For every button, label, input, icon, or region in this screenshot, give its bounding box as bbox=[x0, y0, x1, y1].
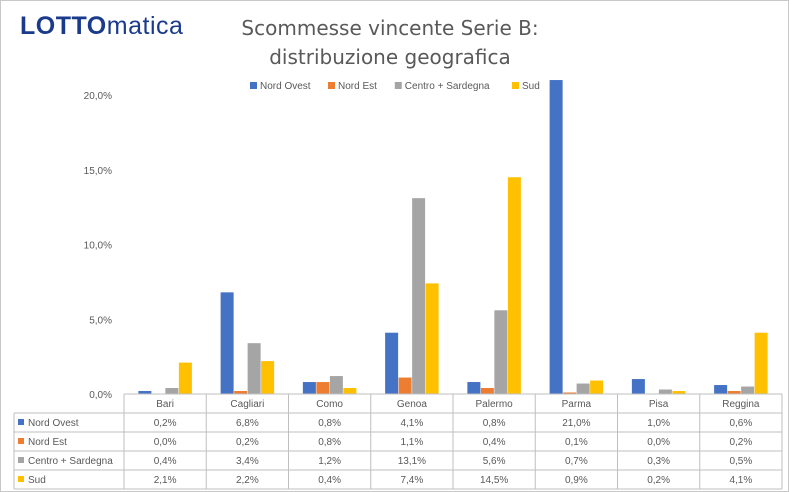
y-tick-label: 0,0% bbox=[89, 390, 112, 401]
table-series-label: Nord Ovest bbox=[28, 418, 79, 429]
data-label: 2,2% bbox=[236, 475, 259, 486]
table-series-label: Nord Est bbox=[28, 437, 67, 448]
bar-nord-ovest bbox=[549, 80, 563, 395]
bar-centro-sardegna bbox=[329, 376, 343, 394]
category-label: Genoa bbox=[397, 399, 427, 410]
data-label: 0,7% bbox=[565, 456, 588, 467]
logo-part-matica: matica bbox=[106, 12, 184, 40]
data-label: 3,4% bbox=[236, 456, 259, 467]
data-label: 4,1% bbox=[729, 475, 752, 486]
data-label: 0,8% bbox=[483, 418, 506, 429]
data-label: 0,3% bbox=[647, 456, 670, 467]
data-label: 0,4% bbox=[154, 456, 177, 467]
bar-centro-sardegna bbox=[494, 310, 508, 394]
bar-centro-sardegna bbox=[658, 389, 672, 394]
data-label: 0,5% bbox=[729, 456, 752, 467]
legend-swatch bbox=[512, 82, 519, 89]
data-label: 0,1% bbox=[565, 437, 588, 448]
table-legend-key bbox=[18, 419, 24, 425]
bar-nord-ovest bbox=[467, 382, 481, 394]
data-label: 5,6% bbox=[483, 456, 506, 467]
data-label: 0,2% bbox=[729, 437, 752, 448]
bar-nord-ovest bbox=[714, 385, 728, 394]
bar-nord-est bbox=[316, 382, 330, 394]
bar-sud bbox=[507, 177, 521, 394]
data-label: 0,2% bbox=[236, 437, 259, 448]
data-label: 0,2% bbox=[154, 418, 177, 429]
bar-sud bbox=[590, 380, 604, 394]
bar-nord-est bbox=[398, 377, 412, 394]
category-label: Palermo bbox=[476, 399, 514, 410]
legend-label: Sud bbox=[522, 81, 540, 92]
category-label: Bari bbox=[156, 399, 174, 410]
chart-title-line-2: distribuzione geografica bbox=[269, 45, 511, 69]
y-tick-label: 10,0% bbox=[84, 241, 112, 252]
bar-sud bbox=[754, 332, 768, 394]
chart-title: Scommesse vincente Serie B: distribuzion… bbox=[220, 14, 560, 72]
bar-nord-ovest bbox=[220, 292, 234, 394]
chart-title-line-1: Scommesse vincente Serie B: bbox=[241, 16, 539, 40]
bar-nord-ovest bbox=[631, 379, 645, 394]
data-label: 4,1% bbox=[400, 418, 423, 429]
bar-nord-est bbox=[563, 392, 577, 394]
data-label: 0,6% bbox=[729, 418, 752, 429]
category-label: Cagliari bbox=[230, 399, 264, 410]
legend-label: Centro + Sardegna bbox=[405, 81, 490, 92]
bar-nord-est bbox=[234, 391, 248, 394]
data-label: 14,5% bbox=[480, 475, 508, 486]
data-label: 1,1% bbox=[400, 437, 423, 448]
data-label: 0,4% bbox=[483, 437, 506, 448]
data-label: 0,9% bbox=[565, 475, 588, 486]
legend-swatch bbox=[250, 82, 257, 89]
data-label: 0,0% bbox=[154, 437, 177, 448]
data-label: 13,1% bbox=[398, 456, 426, 467]
bar-centro-sardegna bbox=[412, 198, 426, 394]
bar-nord-est bbox=[480, 388, 494, 394]
data-label: 1,0% bbox=[647, 418, 670, 429]
category-label: Parma bbox=[562, 399, 592, 410]
bar-nord-est bbox=[727, 391, 741, 394]
data-label: 0,8% bbox=[318, 437, 341, 448]
table-legend-key bbox=[18, 457, 24, 463]
data-label: 0,4% bbox=[318, 475, 341, 486]
table-series-label: Sud bbox=[28, 475, 46, 486]
data-label: 1,2% bbox=[318, 456, 341, 467]
data-label: 21,0% bbox=[562, 418, 590, 429]
y-tick-label: 20,0% bbox=[84, 91, 112, 102]
bar-nord-ovest bbox=[385, 332, 399, 394]
table-series-label: Centro + Sardegna bbox=[28, 456, 113, 467]
bar-centro-sardegna bbox=[576, 383, 590, 394]
table-legend-key bbox=[18, 438, 24, 444]
y-tick-label: 5,0% bbox=[89, 315, 112, 326]
data-label: 0,8% bbox=[318, 418, 341, 429]
legend-swatch bbox=[394, 82, 402, 89]
bar-nord-ovest bbox=[138, 391, 152, 394]
category-label: Reggina bbox=[722, 399, 760, 410]
legend-label: Nord Ovest bbox=[260, 81, 311, 92]
bar-sud bbox=[343, 388, 357, 394]
bar-sud bbox=[261, 361, 275, 394]
bar-sud bbox=[178, 362, 192, 394]
bar-centro-sardegna bbox=[741, 386, 755, 394]
logo-part-lotto: LOTTO bbox=[20, 12, 107, 40]
data-label: 7,4% bbox=[400, 475, 423, 486]
data-label: 6,8% bbox=[236, 418, 259, 429]
bar-sud bbox=[425, 283, 439, 394]
bar-nord-ovest bbox=[302, 382, 316, 394]
category-label: Pisa bbox=[649, 399, 669, 410]
y-tick-label: 15,0% bbox=[84, 166, 112, 177]
bar-sud bbox=[672, 391, 686, 394]
bar-centro-sardegna bbox=[165, 388, 179, 394]
bar-centro-sardegna bbox=[247, 343, 261, 394]
table-legend-key bbox=[18, 476, 24, 482]
lottomatica-logo: LOTTOmatica bbox=[20, 12, 183, 41]
data-label: 0,2% bbox=[647, 475, 670, 486]
category-label: Como bbox=[316, 399, 343, 410]
data-label: 2,1% bbox=[154, 475, 177, 486]
legend-label: Nord Est bbox=[338, 81, 377, 92]
legend-swatch bbox=[328, 82, 335, 89]
data-label: 0,0% bbox=[647, 437, 670, 448]
